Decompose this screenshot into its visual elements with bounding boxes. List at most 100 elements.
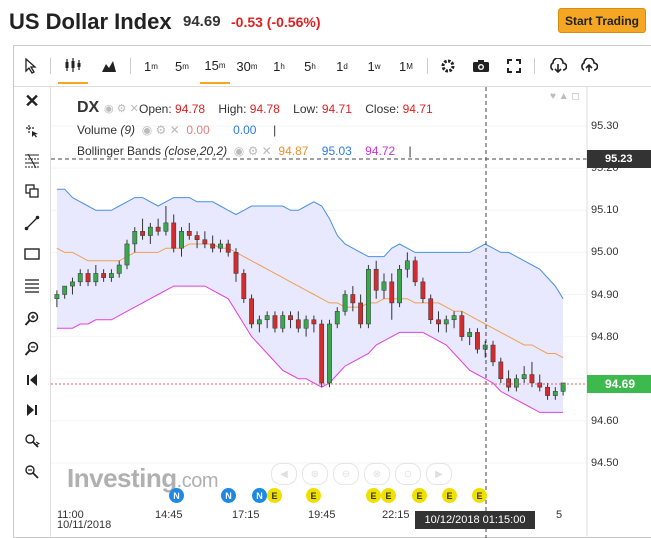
fullscreen-icon[interactable] xyxy=(501,46,527,86)
interval-30m[interactable]: 30 m xyxy=(236,58,258,74)
crosshair-cursor-icon[interactable] xyxy=(14,120,50,142)
candle-body xyxy=(451,315,457,321)
chart-nav-right-icon[interactable]: ▶ xyxy=(426,463,452,485)
candle-body xyxy=(272,315,278,329)
gear-icon[interactable] xyxy=(435,46,461,86)
economic-event-marker[interactable]: E xyxy=(366,488,381,503)
candle xyxy=(319,319,325,388)
candle-body xyxy=(459,315,465,337)
interval-15m[interactable]: 15 m xyxy=(200,48,230,84)
x-tick: 19:45 xyxy=(308,509,336,521)
candle xyxy=(482,340,488,358)
candle xyxy=(54,290,60,308)
cloud-upload-icon[interactable] xyxy=(576,46,602,86)
trend-line-icon[interactable] xyxy=(14,212,50,234)
candle-body xyxy=(436,319,441,325)
current-price-label: 94.69 xyxy=(587,375,651,393)
candle xyxy=(412,256,418,287)
zoom-in-icon[interactable] xyxy=(14,308,50,330)
candle xyxy=(451,311,457,329)
camera-icon[interactable] xyxy=(468,46,494,86)
candle xyxy=(552,387,558,400)
chart-zoom-reset-icon[interactable]: ⊗ xyxy=(364,463,390,485)
cloud-download-icon[interactable] xyxy=(545,46,571,86)
candle-body xyxy=(327,323,332,384)
candlestick-chart-icon[interactable] xyxy=(58,48,88,84)
candle-body xyxy=(319,323,325,384)
legend-bollinger: Bollinger Bands (close,20,2) ◉ ⚙ ✕ 94.87… xyxy=(77,144,412,158)
copy-icon[interactable] xyxy=(14,180,50,202)
candle-body xyxy=(225,243,231,253)
candle-body xyxy=(194,235,200,240)
volume-controls-icon[interactable]: ◉ ⚙ ✕ xyxy=(138,123,184,137)
area-chart-icon[interactable] xyxy=(96,46,122,86)
candle-body xyxy=(93,273,99,283)
candle-body xyxy=(404,260,410,270)
candle xyxy=(459,311,465,341)
start-trading-button[interactable]: Start Trading xyxy=(558,8,646,33)
candle-body xyxy=(311,319,317,325)
chart-nav-left-icon[interactable]: ◀ xyxy=(271,463,297,485)
news-event-marker[interactable]: N xyxy=(252,488,267,503)
candle xyxy=(334,307,340,329)
economic-event-marker[interactable]: E xyxy=(412,488,427,503)
chart-zoom-in-icon[interactable]: ⊕ xyxy=(302,463,328,485)
bollinger-controls-icon[interactable]: ◉ ⚙ ✕ xyxy=(230,144,276,158)
cursor-tool-icon[interactable] xyxy=(18,46,44,86)
scroll-right-icon[interactable] xyxy=(14,399,50,421)
news-event-marker[interactable]: N xyxy=(169,488,184,503)
legend-symbol-controls-icon[interactable]: ◉ ⚙ ✕ xyxy=(104,103,139,115)
candle-body xyxy=(529,374,535,384)
candle-body xyxy=(381,281,387,291)
candle xyxy=(77,269,83,287)
candle-body xyxy=(233,252,239,274)
candle xyxy=(295,311,301,333)
candle-body xyxy=(288,315,293,321)
economic-event-marker[interactable]: E xyxy=(267,488,282,503)
candle xyxy=(62,285,68,299)
candle xyxy=(537,374,543,392)
candle xyxy=(475,328,480,354)
crosshair-time-label: 10/12/2018 01:15:00 xyxy=(415,511,535,529)
zoom-cursor-icon[interactable] xyxy=(14,430,50,452)
y-tick: 95.00 xyxy=(591,246,619,258)
candle xyxy=(420,277,426,303)
candle-body xyxy=(54,294,60,299)
economic-event-marker[interactable]: E xyxy=(472,488,487,503)
economic-event-marker[interactable]: E xyxy=(442,488,457,503)
x-tick: 22:15 xyxy=(382,509,410,521)
candle-body xyxy=(256,319,262,325)
zoom-out-icon[interactable] xyxy=(14,338,50,360)
candle-body xyxy=(210,243,216,249)
pane-controls-icon[interactable]: ♥ ▲ ◻ xyxy=(550,91,580,102)
news-event-marker[interactable]: N xyxy=(221,488,236,503)
economic-event-marker[interactable]: E xyxy=(306,488,321,503)
close-icon[interactable]: ✕ xyxy=(24,90,40,111)
candle-body xyxy=(249,298,254,325)
price-chart[interactable] xyxy=(51,87,651,538)
scroll-left-icon[interactable] xyxy=(14,369,50,391)
candle xyxy=(436,311,441,333)
quote-header: US Dollar Index 94.69 -0.53 (-0.56%) Sta… xyxy=(0,0,651,44)
measure-icon[interactable] xyxy=(14,461,50,483)
horizontal-lines-icon[interactable] xyxy=(14,274,50,296)
candle-body xyxy=(490,344,496,363)
candle xyxy=(101,269,107,282)
fibonacci-icon[interactable] xyxy=(14,150,50,172)
chart-zoom-out-icon[interactable]: ⊖ xyxy=(333,463,359,485)
candle xyxy=(529,361,535,388)
candle-body xyxy=(116,264,122,274)
rectangle-icon[interactable] xyxy=(14,243,50,265)
candle-body xyxy=(163,222,169,232)
candle xyxy=(397,265,402,308)
chart-zoom-fit-icon[interactable]: ⊙ xyxy=(395,463,421,485)
economic-event-marker[interactable]: E xyxy=(381,488,396,503)
